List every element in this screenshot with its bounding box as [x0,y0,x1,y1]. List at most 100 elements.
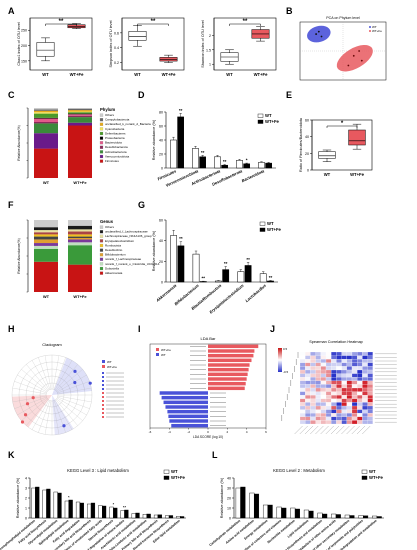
heatmap-cell [351,351,358,356]
stack-segment [68,114,92,116]
D-y-tick-label: 80 [159,111,163,115]
heatmap-cell [336,366,342,371]
legend-swatch [361,475,368,480]
legend-swatch [102,376,104,378]
branch [57,374,87,393]
legend-swatch [156,353,159,356]
L-y-tick-label: 0 [229,517,231,521]
A3-y-tick-label: 1 [209,63,211,67]
heatmap-cell [346,416,353,421]
heatmap-cell [320,377,327,381]
significance-label: ** [246,257,250,262]
bar-wtfe [68,499,73,519]
legend-title: Genus [100,219,114,224]
bar-wt [236,160,243,169]
heatmap-cell [346,373,353,378]
heatmap-cell [351,413,358,417]
heatmap-cell [367,380,373,385]
col-label-line [299,425,308,435]
bar-wtfe [199,281,207,283]
legend-swatch [102,400,104,402]
heatmap-cell [341,351,347,356]
legend-label: norank_f_Lachnospiraceae [105,257,142,261]
legend-label: WT [369,469,376,474]
stack-segment [34,248,58,262]
heatmap-cell [315,380,321,385]
D-y-tick-label: 20 [159,153,163,157]
heatmap-cell [325,362,332,367]
heatmap-cell [336,416,342,421]
stack-segment [68,112,92,114]
legend-swatch [99,262,104,266]
stack-segment [68,111,92,113]
x-tick-label: WT [43,180,50,185]
legend-swatch [257,113,264,118]
heatmap-cell [305,413,311,417]
heatmap-cell [310,380,316,385]
h-title: Cladogram [42,342,62,347]
heatmap-cell [299,398,306,403]
heatmap-cell [362,362,368,367]
heatmap-cell [367,362,373,367]
heatmap-cell [305,384,311,389]
A1-y-tick-label: 150 [21,59,27,63]
legend-swatch [99,159,104,163]
bar-wtfe [35,486,40,519]
heatmap-cell [362,413,368,417]
bar-wtfe [57,492,62,519]
panel-letter-l: L [212,450,218,460]
stack-segment [34,118,58,122]
heatmap-cell [325,398,332,403]
bar-wt [131,513,136,519]
j-title: Spearman Correlation Heatmap [309,340,363,344]
legend-label: Lachnospiraceae_NK4A136_group [105,234,152,238]
bar-wtfe [102,505,107,519]
legend-label: Cyanobacteria [105,127,125,131]
stack-segment [34,109,58,111]
bar-wtfe [90,502,96,519]
legend-swatch [259,221,266,226]
heatmap-cell [315,373,321,378]
heatmap-cell [331,398,337,403]
heatmap-cell [331,420,337,425]
stack-segment [68,238,92,240]
legend-swatch [99,141,104,145]
clade-node [62,424,66,428]
heatmap-cell [315,366,321,371]
heatmap-cell [325,409,332,414]
heatmap-cell [336,402,342,407]
heatmap-cell [299,395,306,399]
L-y-tick-label: 40 [227,477,231,481]
heatmap-cell [331,359,337,363]
heatmap-cell [367,384,373,389]
heatmap-cell [305,359,311,363]
legend-label: Desulfobacterota [105,145,128,149]
heatmap-cell [346,366,353,371]
panel-letter-a: A [8,6,15,16]
heatmap-cell [310,416,316,421]
heatmap-cell [336,362,342,367]
legend-label: WT+Fe [161,348,171,352]
heatmap-cell [341,369,347,374]
branch [57,396,90,409]
heatmap-cell [367,413,373,417]
legend-swatch [102,380,104,382]
x-tick-label: WT [226,72,233,77]
heatmap-cell [351,395,358,399]
bar-wtfe [240,486,246,519]
bar-wtfe [265,162,272,169]
significance-label: ** [223,159,227,164]
branch [17,397,47,416]
heatmap-cell [357,377,363,381]
bar-wtfe [221,164,228,169]
heatmap-cell [351,377,358,381]
branch [38,400,51,433]
heatmap-cell [299,377,306,381]
legend-label: WT+Fe [107,365,117,369]
heatmap-cell [362,402,368,407]
heatmap-cell [331,351,337,356]
bar-wtfe [199,156,206,169]
G-y-tick-label: 0 [161,281,163,285]
heatmap-cell [357,366,363,371]
